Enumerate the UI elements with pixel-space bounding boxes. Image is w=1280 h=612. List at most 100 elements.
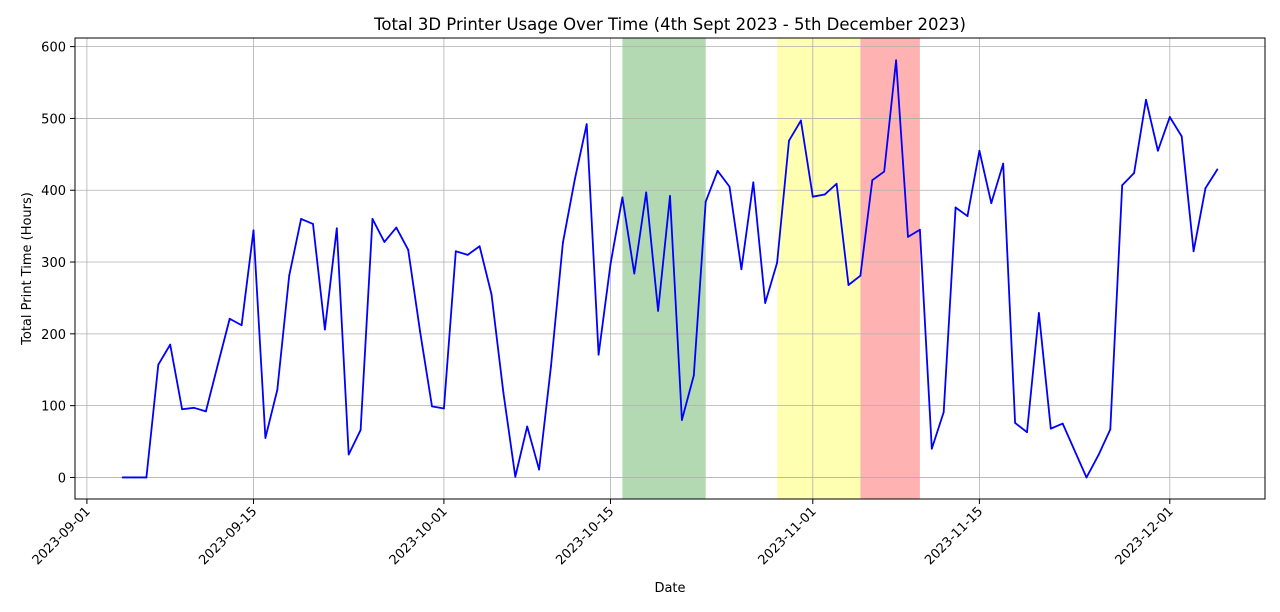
data-point bbox=[1026, 431, 1028, 434]
data-point bbox=[431, 405, 433, 408]
data-point bbox=[193, 406, 195, 409]
y-tick-label: 300 bbox=[41, 256, 66, 271]
data-point bbox=[1192, 250, 1195, 253]
data-point bbox=[1216, 168, 1219, 171]
x-tick-label: 2023-11-15 bbox=[922, 504, 986, 568]
data-point bbox=[1097, 454, 1100, 457]
data-point bbox=[990, 202, 993, 205]
data-point bbox=[359, 429, 362, 431]
shaded-period-1 bbox=[622, 38, 706, 499]
data-point bbox=[335, 227, 338, 230]
data-point bbox=[800, 119, 802, 122]
data-point bbox=[419, 330, 421, 333]
y-tick-label: 200 bbox=[41, 328, 66, 343]
data-point bbox=[835, 182, 838, 185]
data-point bbox=[895, 59, 897, 62]
data-point bbox=[585, 123, 588, 126]
shaded-period-3 bbox=[860, 38, 920, 499]
data-point bbox=[859, 274, 862, 277]
data-point bbox=[347, 453, 350, 456]
data-point bbox=[157, 363, 160, 366]
data-point bbox=[621, 196, 624, 199]
data-point bbox=[478, 245, 481, 248]
data-point bbox=[704, 200, 707, 203]
data-point bbox=[764, 302, 767, 304]
data-point bbox=[847, 284, 850, 286]
data-point bbox=[776, 261, 778, 264]
data-point bbox=[454, 250, 457, 253]
data-point bbox=[252, 229, 255, 232]
chart-title: Total 3D Printer Usage Over Time (4th Se… bbox=[373, 15, 966, 34]
data-point bbox=[1145, 98, 1147, 101]
data-point bbox=[216, 363, 219, 366]
data-point bbox=[466, 253, 469, 256]
data-point bbox=[788, 139, 790, 142]
data-point bbox=[490, 293, 493, 296]
data-point bbox=[716, 169, 719, 172]
data-point bbox=[1085, 476, 1088, 479]
data-point bbox=[573, 178, 576, 181]
data-point bbox=[1049, 427, 1052, 430]
data-point bbox=[205, 410, 207, 413]
data-point bbox=[871, 179, 874, 182]
x-axis-label: Date bbox=[654, 581, 685, 596]
data-point bbox=[669, 195, 671, 197]
data-point bbox=[288, 274, 291, 277]
data-point bbox=[919, 228, 921, 231]
series-line bbox=[122, 59, 1219, 479]
data-point bbox=[1180, 135, 1183, 138]
data-point bbox=[752, 181, 755, 184]
data-point bbox=[312, 223, 314, 225]
data-point bbox=[633, 272, 636, 275]
data-point bbox=[740, 268, 743, 271]
data-point bbox=[609, 263, 612, 266]
plot-area: 2023-09-01 2023-09-15 2023-10-01 2023-10-15… bbox=[30, 37, 1266, 568]
data-point bbox=[169, 343, 172, 346]
data-point bbox=[1014, 421, 1016, 424]
data-point bbox=[907, 236, 909, 238]
data-point bbox=[145, 476, 148, 479]
data-point bbox=[942, 411, 945, 414]
y-tick-label: 100 bbox=[41, 400, 66, 415]
data-point bbox=[883, 170, 886, 173]
axes-frame bbox=[74, 37, 1266, 500]
data-point bbox=[562, 241, 564, 244]
data-point bbox=[681, 419, 683, 421]
data-point bbox=[1121, 184, 1124, 187]
data-point bbox=[383, 241, 386, 243]
data-point bbox=[1133, 172, 1135, 174]
data-point bbox=[657, 309, 659, 312]
data-point bbox=[550, 365, 552, 368]
y-axis-label: Total Print Time (Hours) bbox=[20, 192, 35, 346]
data-point bbox=[1204, 187, 1207, 189]
data-point bbox=[133, 476, 136, 479]
data-point bbox=[240, 324, 243, 327]
data-point bbox=[407, 248, 410, 251]
data-point bbox=[1002, 162, 1005, 165]
data-point bbox=[823, 193, 826, 196]
data-point bbox=[1168, 116, 1171, 118]
data-point bbox=[692, 374, 695, 377]
data-point bbox=[324, 328, 326, 331]
data-point bbox=[443, 407, 445, 410]
data-point bbox=[1109, 428, 1112, 431]
data-point bbox=[395, 226, 398, 229]
data-point bbox=[966, 215, 969, 217]
data-point bbox=[228, 317, 231, 320]
data-point bbox=[1038, 312, 1040, 314]
data-point bbox=[276, 388, 279, 391]
y-tick-label: 600 bbox=[41, 41, 66, 56]
x-tick-label: 2023-10-15 bbox=[553, 504, 617, 568]
data-point bbox=[538, 468, 540, 471]
data-point bbox=[811, 195, 814, 198]
data-point bbox=[371, 218, 374, 220]
x-tick-label: 2023-10-01 bbox=[387, 504, 451, 568]
x-tick-label: 2023-09-15 bbox=[196, 504, 260, 568]
data-point bbox=[645, 191, 648, 194]
shaded-period-2 bbox=[777, 38, 861, 499]
x-tick-label: 2023-09-01 bbox=[30, 504, 94, 568]
data-point bbox=[121, 476, 124, 479]
y-tick-label: 400 bbox=[41, 184, 66, 199]
data-point bbox=[502, 391, 505, 394]
